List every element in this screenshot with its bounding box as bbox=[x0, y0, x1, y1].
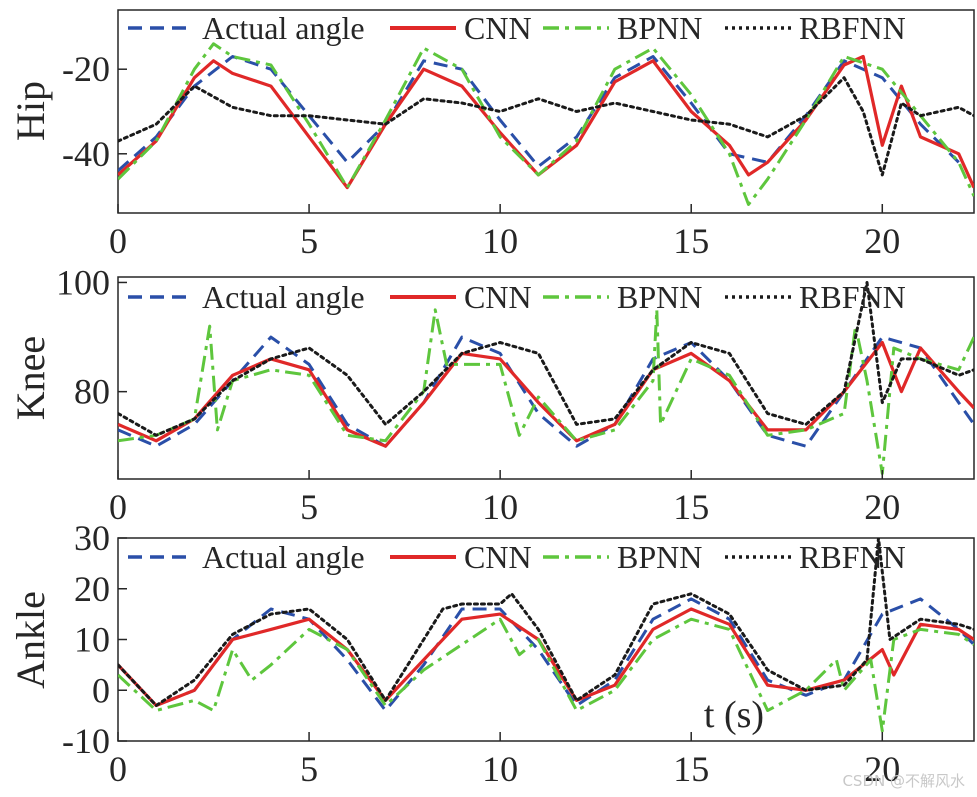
hip-x-tick-label: 10 bbox=[482, 221, 518, 261]
hip-series-cnn bbox=[118, 54, 974, 190]
hip-x-tick-label: 5 bbox=[300, 221, 318, 261]
knee-x-tick-label: 5 bbox=[300, 487, 318, 527]
ankle-y-tick-label: 0 bbox=[92, 670, 110, 710]
hip-legend-label: CNN bbox=[464, 10, 532, 46]
knee-axes-box bbox=[117, 276, 975, 480]
knee-legend-label: Actual angle bbox=[202, 279, 365, 315]
knee-series-rbfnn bbox=[118, 281, 974, 437]
ankle-y-tick-label: -10 bbox=[62, 721, 110, 761]
ankle-x-tick-label: 20 bbox=[864, 749, 900, 789]
time-x-axis-label: t (s) bbox=[704, 694, 764, 736]
hip-y-tick-label: -20 bbox=[62, 49, 110, 89]
watermark: CSDN @不解风水 bbox=[842, 772, 965, 790]
ankle-legend-label: Actual angle bbox=[202, 539, 365, 575]
hip-series-rbfnn bbox=[118, 76, 974, 177]
knee-legend-label: CNN bbox=[464, 279, 532, 315]
knee-series-bpnn bbox=[118, 308, 974, 475]
hip-legend: Actual angle CNN BPNN RBFNN bbox=[128, 10, 906, 46]
ankle-x-tick-label: 15 bbox=[673, 749, 709, 789]
ankle-series-cnn bbox=[118, 607, 974, 708]
ankle-legend-label: RBFNN bbox=[799, 539, 906, 575]
ankle-legend: Actual angle CNN BPNN RBFNN bbox=[128, 539, 906, 575]
knee-y-tick-label: 80 bbox=[74, 372, 110, 412]
knee-legend-label: BPNN bbox=[617, 279, 702, 315]
ankle-y-tick-label: 30 bbox=[74, 518, 110, 558]
knee-y-axis-label: Knee bbox=[8, 336, 53, 420]
ankle-series-bpnn bbox=[118, 617, 974, 733]
knee-legend: Actual angle CNN BPNN RBFNN bbox=[128, 279, 906, 315]
ankle-x-tick-label: 10 bbox=[482, 749, 518, 789]
knee-legend-label: RBFNN bbox=[799, 279, 906, 315]
ankle-legend-label: CNN bbox=[464, 539, 532, 575]
ankle-legend-label: BPNN bbox=[617, 539, 702, 575]
ankle-series-rbfnn bbox=[118, 538, 974, 707]
hip-x-tick-label: 20 bbox=[864, 221, 900, 261]
knee-x-tick-label: 10 bbox=[482, 487, 518, 527]
ankle-y-tick-label: 20 bbox=[74, 569, 110, 609]
ankle-y-axis-label: Ankle bbox=[8, 591, 53, 689]
hip-axes-box bbox=[117, 9, 975, 214]
hip-legend-label: RBFNN bbox=[799, 10, 906, 46]
knee-x-tick-label: 15 bbox=[673, 487, 709, 527]
ankle-x-tick-label: 5 bbox=[300, 749, 318, 789]
ankle-x-tick-label: 0 bbox=[109, 749, 127, 789]
ankle-y-tick-label: 10 bbox=[74, 620, 110, 660]
hip-y-tick-label: -40 bbox=[62, 134, 110, 174]
knee-panel: 0 5 10 15 20 80 100 Actual angle CNN BPNN RBFNN K… bbox=[8, 262, 975, 527]
hip-panel: 0 5 10 15 20-40-20 Actual angle CNN BPNN RBFNN … bbox=[8, 9, 975, 261]
knee-x-tick-label: 0 bbox=[109, 487, 127, 527]
hip-x-tick-label: 15 bbox=[673, 221, 709, 261]
hip-x-tick-label: 0 bbox=[109, 221, 127, 261]
hip-y-axis-label: Hip bbox=[8, 81, 53, 141]
hip-legend-label: Actual angle bbox=[202, 10, 365, 46]
hip-series-bpnn bbox=[118, 42, 974, 206]
knee-y-tick-label: 100 bbox=[56, 262, 110, 302]
knee-x-tick-label: 20 bbox=[864, 487, 900, 527]
hip-legend-label: BPNN bbox=[617, 10, 702, 46]
